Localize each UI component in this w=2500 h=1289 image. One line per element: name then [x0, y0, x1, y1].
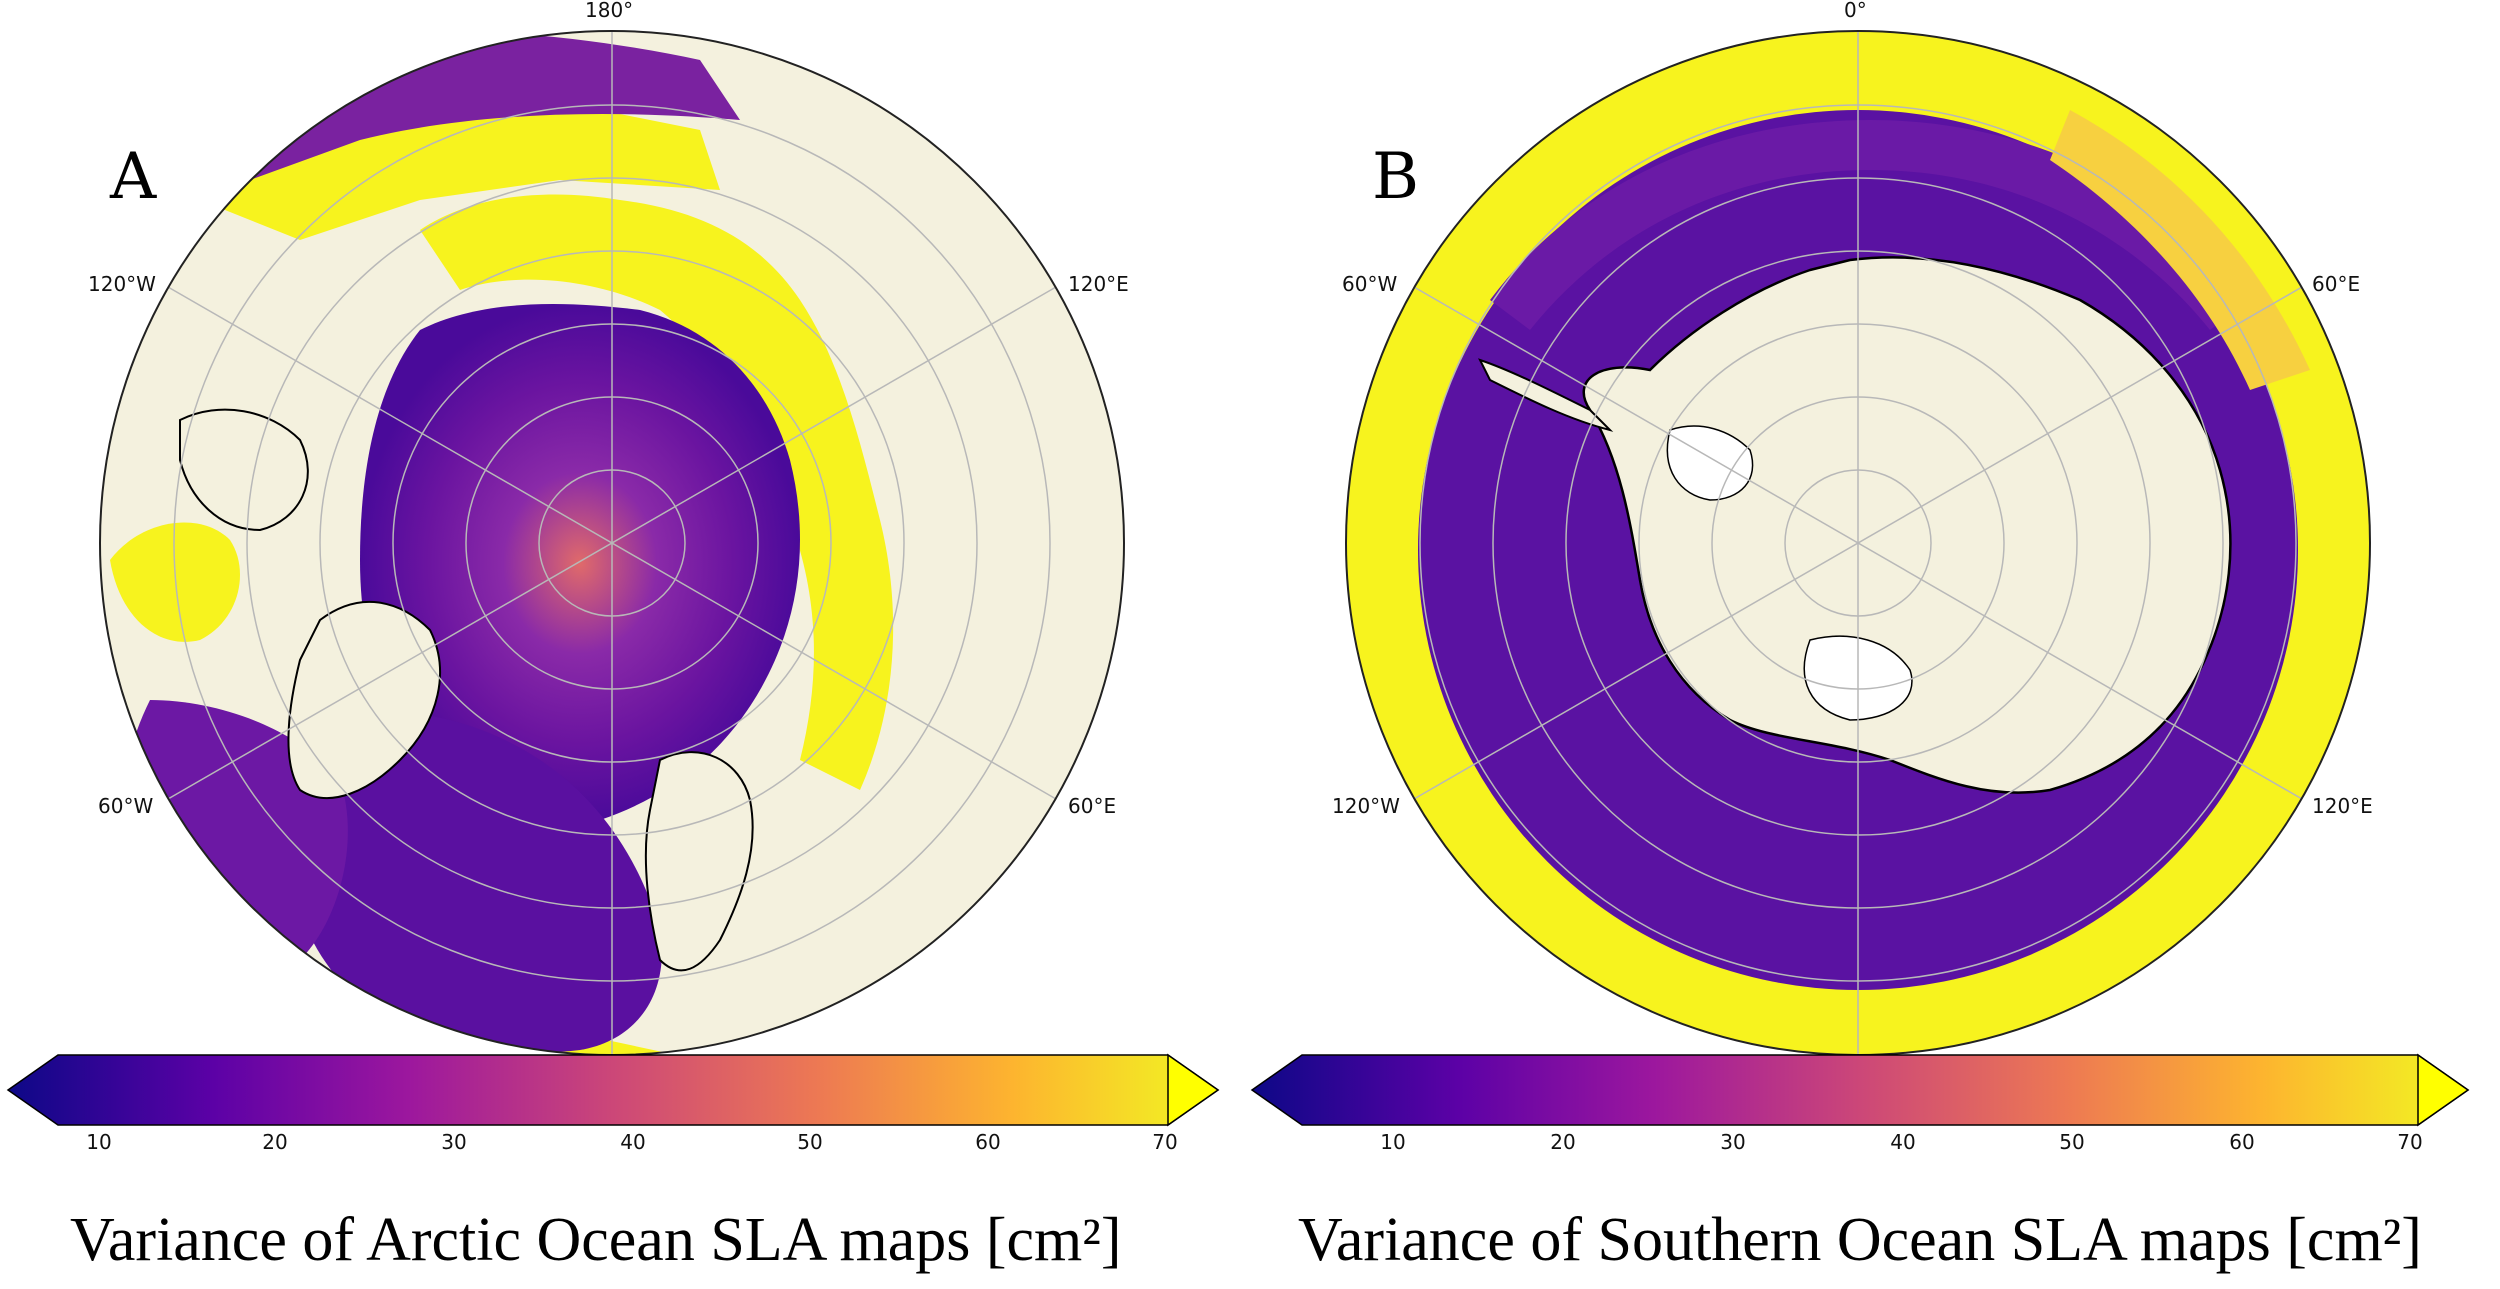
colorbar-tick: 70	[2397, 1130, 2423, 1154]
arctic-graticule	[167, 31, 1057, 1055]
southern-caption: Variance of Southern Ocean SLA maps [cm²…	[1298, 1206, 2422, 1274]
arctic-nordic-seas	[287, 712, 662, 1053]
arctic-scandinavia	[644, 751, 754, 972]
colorbar-tick: 20	[262, 1130, 288, 1154]
arctic-panel: A 180° 120°W 120°E 60°W 60°E 10 20 30 40…	[6, 0, 1220, 1274]
arctic-basin	[360, 304, 800, 823]
southern-panel: B 0° 60°W 60°E 120°W 120°E 10 20 30 40 5…	[1250, 0, 2500, 1289]
lon-label-upper-left: 120°W	[88, 272, 156, 296]
southern-ocean-band-detail	[1490, 120, 2250, 330]
antarctica	[1582, 256, 2232, 794]
colorbar-tick: 60	[975, 1130, 1001, 1154]
colorbar-tick: 10	[1380, 1130, 1406, 1154]
colorbar-tick: 50	[2059, 1130, 2085, 1154]
lon-label-lower-left: 120°W	[1332, 794, 1400, 818]
arctic-colorbar	[6, 1053, 1220, 1127]
colorbar-tick: 60	[2229, 1130, 2255, 1154]
arctic-shelf-siberian	[420, 194, 894, 790]
southern-colorbar	[1250, 1053, 2470, 1127]
lon-label-lower-right: 60°E	[1068, 794, 1117, 818]
panel-letter: A	[110, 140, 157, 214]
southern-yellow-west	[1358, 220, 1500, 860]
lon-label-upper-right: 120°E	[1068, 272, 1129, 296]
southern-polar-map	[1345, 30, 2371, 1056]
colorbar-tick: 40	[1890, 1130, 1916, 1154]
southern-graticule	[1413, 31, 2303, 1055]
arctic-shelf-hudson	[110, 522, 240, 642]
colorbar-tick: 20	[1550, 1130, 1576, 1154]
colorbar-tick: 30	[441, 1130, 467, 1154]
lon-label-lower-right: 120°E	[2312, 794, 2373, 818]
arctic-polar-map	[99, 30, 1125, 1056]
colorbar-tick: 50	[797, 1130, 823, 1154]
antarctic-peninsula	[1478, 358, 1614, 432]
arctic-caption: Variance of Arctic Ocean SLA maps [cm²]	[70, 1206, 1122, 1274]
panel-letter: B	[1372, 140, 1420, 214]
lon-label-upper-left: 60°W	[1342, 272, 1398, 296]
lon-label-top: 180°	[585, 0, 634, 22]
colorbar-tick: 10	[86, 1130, 112, 1154]
colorbar-tick: 40	[620, 1130, 646, 1154]
arctic-canadian-archipelago	[179, 408, 309, 532]
lon-label-lower-left: 60°W	[98, 794, 154, 818]
colorbar-tick: 30	[1720, 1130, 1746, 1154]
lon-label-upper-right: 60°E	[2312, 272, 2361, 296]
lon-label-top: 0°	[1844, 0, 1867, 22]
colorbar-tick: 70	[1152, 1130, 1178, 1154]
